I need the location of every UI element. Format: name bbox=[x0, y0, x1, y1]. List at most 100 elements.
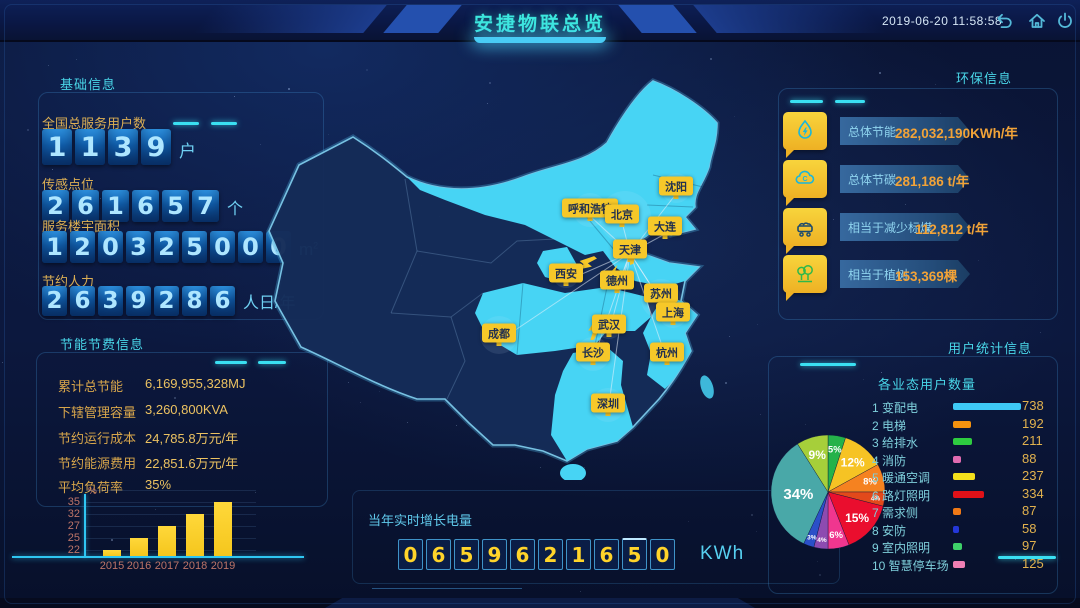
city-dot bbox=[670, 320, 676, 325]
city-dot bbox=[627, 257, 633, 262]
city-dot bbox=[563, 281, 569, 286]
user-stats-subtitle: 各业态用户数量 bbox=[878, 377, 977, 392]
star bbox=[487, 103, 488, 104]
city-label-西安[interactable]: 西安 bbox=[549, 263, 583, 283]
legend-row[interactable]: 4 消防 88 bbox=[872, 451, 1062, 468]
legend-label: 5 暖通空调 bbox=[872, 471, 931, 485]
energy-row-label: 节约能源费用 bbox=[58, 456, 137, 471]
star bbox=[489, 82, 491, 84]
stat-label: 传感点位 bbox=[42, 177, 95, 192]
power-icon[interactable] bbox=[1054, 10, 1076, 32]
timestamp: 2019-06-20 11:58:58 bbox=[882, 14, 1003, 28]
env-row-value: 112,812 t/年 bbox=[915, 222, 989, 237]
city-label-长沙[interactable]: 长沙 bbox=[576, 342, 610, 362]
star bbox=[288, 88, 290, 90]
city-label-杭州[interactable]: 杭州 bbox=[650, 342, 684, 362]
city-dot bbox=[587, 216, 593, 221]
star bbox=[833, 219, 834, 220]
legend-row[interactable]: 2 电梯 192 bbox=[872, 416, 1062, 433]
legend-row[interactable]: 7 需求侧 87 bbox=[872, 503, 1062, 520]
city-label-深圳[interactable]: 深圳 bbox=[591, 393, 625, 413]
energy-row-label: 累计总节能 bbox=[58, 379, 124, 394]
grid-line bbox=[86, 514, 256, 515]
legend-row[interactable]: 5 暖通空调 237 bbox=[872, 468, 1062, 485]
decor-dash bbox=[211, 122, 237, 125]
digit-box: 6 bbox=[70, 286, 95, 316]
counter-digit: 0 bbox=[650, 539, 675, 570]
back-icon[interactable] bbox=[993, 10, 1015, 32]
counter-digit: 5 bbox=[454, 539, 479, 570]
pie-label: 6% bbox=[829, 530, 843, 541]
star bbox=[817, 561, 818, 562]
pie-label: 9% bbox=[809, 448, 827, 462]
city-labels-layer: 沈阳呼和浩特 北京 大连 天津西安 德州 苏州 上海武汉 成都长沙 杭州深圳 bbox=[255, 55, 770, 480]
star bbox=[1040, 332, 1041, 333]
legend-color-bar bbox=[953, 526, 959, 533]
home-icon[interactable] bbox=[1026, 10, 1048, 32]
city-label-武汉[interactable]: 武汉 bbox=[592, 314, 626, 334]
counter-digit: 9 bbox=[482, 539, 507, 570]
city-label-成都[interactable]: 成都 bbox=[482, 323, 516, 343]
legend-value: 334 bbox=[1022, 486, 1044, 501]
y-tick-label: 35 bbox=[67, 496, 80, 508]
legend-row[interactable]: 9 室内照明 97 bbox=[872, 538, 1062, 555]
star bbox=[348, 382, 349, 383]
legend-label: 9 室内照明 bbox=[872, 541, 931, 555]
star bbox=[751, 514, 753, 516]
legend-color-bar bbox=[953, 561, 965, 568]
stat-label: 节约人力 bbox=[42, 274, 95, 289]
city-label-沈阳[interactable]: 沈阳 bbox=[659, 176, 693, 196]
star bbox=[725, 382, 727, 384]
city-label-大连[interactable]: 大连 bbox=[648, 216, 682, 236]
decor-dash bbox=[215, 361, 247, 364]
growth-counter-label: 当年实时增长电量 bbox=[368, 513, 473, 528]
carbon-cloud-icon: C bbox=[783, 160, 827, 206]
pie-slice bbox=[827, 491, 884, 546]
grid-line bbox=[86, 490, 256, 491]
legend-value: 211 bbox=[1022, 433, 1043, 448]
star bbox=[729, 336, 730, 337]
city-label-天津[interactable]: 天津 bbox=[613, 239, 647, 259]
x-axis-line bbox=[12, 556, 304, 558]
energy-row-value: 6,169,955,328MJ bbox=[145, 376, 246, 391]
digit-box: 2 bbox=[154, 286, 179, 316]
legend-value: 192 bbox=[1022, 416, 1044, 431]
star bbox=[48, 65, 49, 66]
legend-row[interactable]: 3 给排水 211 bbox=[872, 433, 1062, 450]
star bbox=[155, 509, 156, 510]
bar bbox=[130, 538, 148, 556]
counter-digit: 6 bbox=[594, 539, 619, 570]
digit-box: 3 bbox=[98, 286, 123, 316]
counter-digit: 2 bbox=[538, 539, 563, 570]
legend-row[interactable]: 1 变配电 738 bbox=[872, 398, 1062, 415]
x-tick-label: 2019 bbox=[210, 560, 236, 572]
business-users-pie-chart: 5%12%8%4%15%6%4%3%34%9% bbox=[770, 434, 886, 550]
grid-line bbox=[86, 502, 256, 503]
env-row-value: 282,032,190KWh/年 bbox=[895, 126, 1019, 141]
legend-label: 7 需求侧 bbox=[872, 506, 919, 520]
legend-row[interactable]: 10 智慧停车场 125 bbox=[872, 556, 1062, 573]
digit-box: 9 bbox=[141, 129, 171, 165]
city-dot bbox=[673, 194, 679, 199]
city-dot bbox=[590, 360, 596, 365]
star bbox=[935, 84, 936, 85]
city-label-苏州[interactable]: 苏州 bbox=[644, 283, 678, 303]
star bbox=[328, 134, 329, 135]
x-tick-label: 2017 bbox=[154, 560, 180, 572]
pie-label: 3% bbox=[807, 534, 817, 541]
legend-row[interactable]: 8 安防 58 bbox=[872, 521, 1062, 538]
city-dot bbox=[605, 411, 611, 416]
map-connection-line bbox=[629, 252, 668, 361]
pie-label: 12% bbox=[841, 455, 865, 469]
city-label-上海[interactable]: 上海 bbox=[656, 302, 690, 322]
city-label-北京[interactable]: 北京 bbox=[605, 204, 639, 224]
city-label-德州[interactable]: 德州 bbox=[600, 270, 634, 290]
city-dot bbox=[619, 222, 625, 227]
pie-label: 15% bbox=[845, 511, 869, 525]
legend-color-bar bbox=[953, 508, 961, 515]
star bbox=[734, 116, 735, 117]
city-label-呼和浩特[interactable]: 呼和浩特 bbox=[562, 198, 618, 218]
legend-row[interactable]: 6 路灯照明 334 bbox=[872, 486, 1062, 503]
stat-digits: 2 6 3 9 2 8 6 人日/年 bbox=[42, 286, 295, 316]
section-title-energy-info: 节能节费信息 bbox=[60, 337, 145, 352]
